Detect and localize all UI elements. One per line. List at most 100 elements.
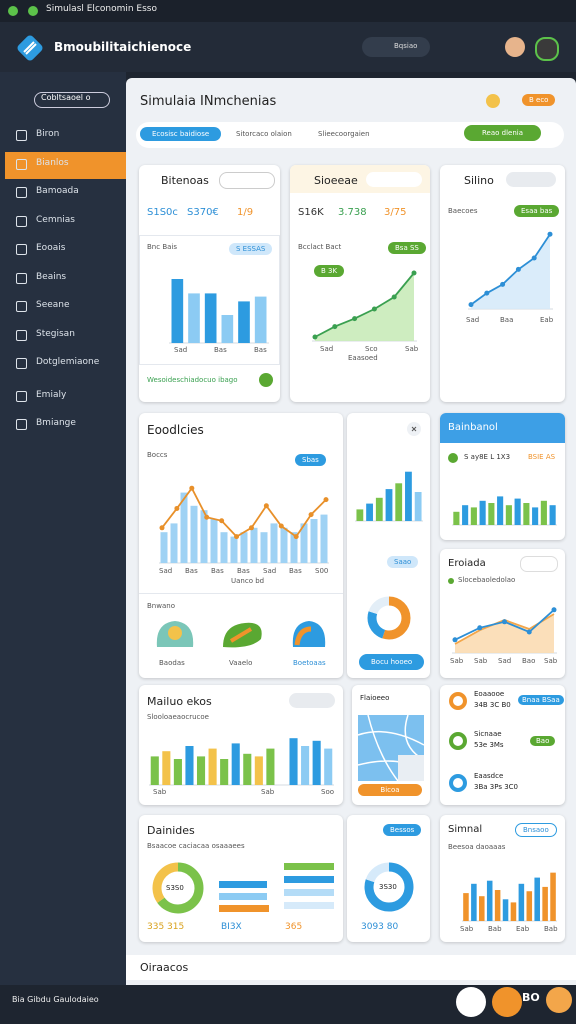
nav-icon — [16, 130, 27, 141]
button[interactable]: Bocu hooeo — [359, 654, 425, 670]
nav-item[interactable]: Biron — [36, 129, 60, 139]
bar — [366, 503, 373, 521]
search-input[interactable] — [366, 172, 422, 187]
nav-item[interactable]: Bianlos — [36, 157, 69, 168]
dot — [515, 266, 521, 272]
bar — [204, 293, 217, 343]
sidebar-footer: Bia Gibdu Gaulodaieo BO — [0, 985, 576, 1024]
card: Eoodlcies Boccs Sbas Sad Bas Bas Bas Sad… — [139, 413, 343, 678]
nav-item[interactable]: Bmiange — [36, 418, 76, 428]
tab-cta[interactable]: Reao dlenia — [464, 125, 542, 141]
donut-segment — [367, 596, 411, 640]
close-icon[interactable] — [407, 422, 421, 436]
bar — [238, 301, 250, 343]
dot — [468, 302, 474, 308]
item-title: Sicnaae — [474, 730, 502, 738]
bar — [488, 503, 495, 525]
footer-button[interactable] — [492, 987, 522, 1017]
x-label: Sad — [466, 316, 480, 324]
nav-item[interactable]: Beains — [36, 271, 67, 282]
nav-icon — [16, 390, 27, 402]
bar — [210, 519, 218, 563]
active-bg — [5, 152, 126, 179]
bar — [220, 759, 229, 785]
nav-item[interactable]: Dotglemiaone — [36, 357, 100, 367]
bar — [549, 505, 556, 525]
legend: Slocebaoledolao — [458, 576, 516, 584]
sidebar-primary[interactable]: Cobltsaoel o — [34, 92, 110, 108]
x-label: Bas — [185, 567, 198, 575]
card: Bainbanol S ay8E L 1X3 BSIE AS — [440, 413, 565, 540]
line — [470, 233, 551, 306]
x-label: Sab — [460, 925, 474, 933]
dot — [219, 518, 225, 524]
chart — [452, 496, 557, 526]
nav-item[interactable]: Eooais — [36, 243, 66, 253]
footer-button[interactable] — [456, 987, 486, 1017]
item-title: Eoaaooe — [474, 690, 505, 698]
footer-button[interactable] — [546, 987, 572, 1013]
tab[interactable]: Slieecoorgaien — [318, 130, 370, 138]
nav-item[interactable]: Emialy — [36, 389, 67, 400]
avatar[interactable] — [535, 37, 559, 61]
tab-bar: Ecosisc baidiose Sitorcaco olaion Slieec… — [136, 122, 564, 148]
card-subtitle: Slooloaeaocrucoe — [147, 713, 209, 721]
section-title: Bnwano — [147, 602, 175, 610]
bar — [301, 746, 310, 785]
nav-item[interactable]: Bamoada — [36, 186, 79, 196]
badge[interactable]: Sbas — [295, 454, 326, 466]
icon-label: Boetoaas — [293, 659, 326, 667]
bar — [523, 503, 530, 525]
stat-icon — [448, 453, 458, 463]
chart — [462, 872, 557, 922]
donut-segment — [364, 862, 414, 912]
stat: S ay8E L 1X3 — [464, 453, 511, 461]
nav-item[interactable]: Cemnias — [36, 214, 75, 225]
dot — [477, 625, 483, 631]
x-label: Sab — [153, 788, 167, 796]
item-value: 3Ba 3Ps 3C0 — [474, 783, 518, 791]
card: Bessos 3S30 3093 80 — [347, 815, 430, 942]
dot — [323, 497, 329, 503]
nav-item[interactable]: Stegisan — [36, 328, 75, 339]
footer-badge[interactable]: BO — [522, 991, 540, 1004]
badge[interactable]: Bnsaoo — [515, 823, 557, 837]
chart — [169, 279, 269, 344]
bar — [479, 896, 485, 921]
select[interactable] — [506, 172, 556, 187]
tab-primary[interactable]: Ecosisc baidiose — [140, 127, 222, 141]
x-label: Eab — [516, 925, 530, 933]
button[interactable]: Bicoa — [358, 784, 422, 796]
action-button[interactable]: B eco — [522, 94, 556, 106]
x-label: Bao — [522, 657, 536, 665]
action-icon[interactable] — [486, 94, 500, 108]
bar — [494, 890, 501, 921]
value-text: 3093 80 — [361, 922, 399, 932]
avatar[interactable] — [505, 37, 525, 57]
search[interactable]: Bqsiao — [362, 37, 430, 57]
dot — [500, 281, 506, 287]
bar — [395, 483, 403, 521]
ring — [449, 732, 467, 750]
dot — [204, 514, 210, 520]
card: Eroiada Slocebaoledolao Sab Sab Sad Bao … — [440, 549, 565, 678]
x-label: Sab — [544, 657, 558, 665]
nav-icon — [16, 272, 27, 284]
card: Bitenoas S1S0c S370€ 1/9 Bnc Bais S ESSA… — [139, 165, 280, 402]
bar — [170, 523, 178, 563]
item-value: 34B 3C B0 — [474, 701, 511, 709]
card: Dainides Bsaacoe caciacaa osaaaees S3S0 … — [139, 815, 343, 942]
x-label: Eab — [540, 316, 554, 324]
search-input[interactable] — [219, 172, 275, 189]
dot — [234, 534, 240, 540]
tab[interactable]: Sitorcaco olaion — [236, 130, 292, 138]
item-title: Eaasdce — [474, 772, 504, 780]
footer-dot[interactable] — [259, 373, 273, 387]
card-title: Mailuo ekos — [147, 695, 212, 708]
select[interactable] — [520, 556, 558, 572]
x-label: Sad — [320, 345, 334, 353]
nav-item[interactable]: Seeane — [36, 300, 70, 310]
select[interactable] — [289, 693, 335, 708]
x-label: Sad — [159, 567, 173, 575]
